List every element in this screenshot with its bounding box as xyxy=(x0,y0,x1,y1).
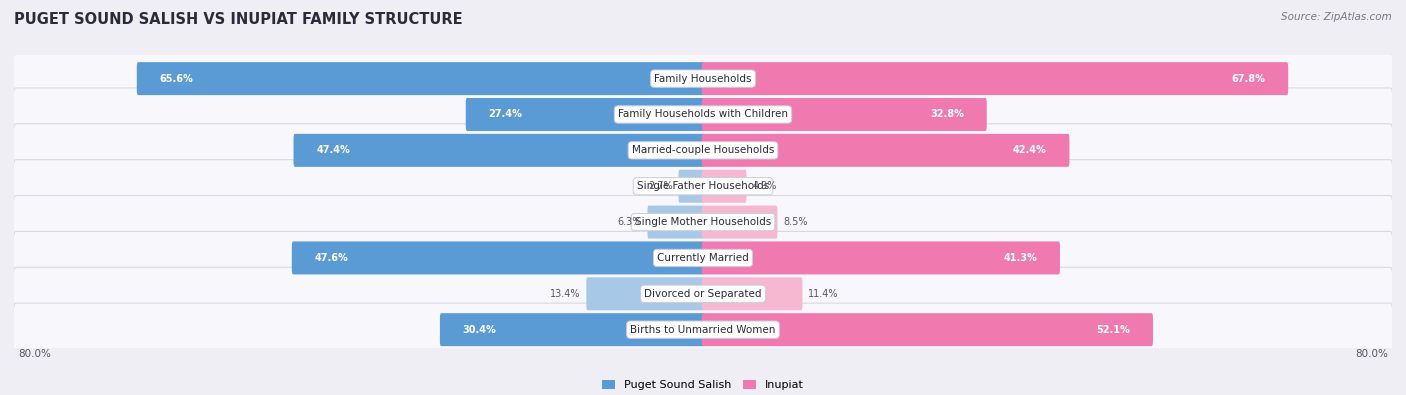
Text: 41.3%: 41.3% xyxy=(1004,253,1038,263)
Text: 2.7%: 2.7% xyxy=(648,181,673,191)
FancyBboxPatch shape xyxy=(294,134,704,167)
Text: PUGET SOUND SALISH VS INUPIAT FAMILY STRUCTURE: PUGET SOUND SALISH VS INUPIAT FAMILY STR… xyxy=(14,12,463,27)
FancyBboxPatch shape xyxy=(702,241,1060,275)
FancyBboxPatch shape xyxy=(702,313,1153,346)
Text: Single Mother Households: Single Mother Households xyxy=(636,217,770,227)
FancyBboxPatch shape xyxy=(702,98,987,131)
FancyBboxPatch shape xyxy=(702,205,778,239)
FancyBboxPatch shape xyxy=(13,303,1393,356)
FancyBboxPatch shape xyxy=(136,62,704,95)
Text: 47.6%: 47.6% xyxy=(315,253,349,263)
FancyBboxPatch shape xyxy=(702,62,1288,95)
Text: Married-couple Households: Married-couple Households xyxy=(631,145,775,155)
Text: Births to Unmarried Women: Births to Unmarried Women xyxy=(630,325,776,335)
FancyBboxPatch shape xyxy=(13,160,1393,213)
Text: 11.4%: 11.4% xyxy=(808,289,838,299)
Text: Currently Married: Currently Married xyxy=(657,253,749,263)
Text: 65.6%: 65.6% xyxy=(160,73,194,84)
Text: Single Father Households: Single Father Households xyxy=(637,181,769,191)
FancyBboxPatch shape xyxy=(647,205,704,239)
FancyBboxPatch shape xyxy=(13,267,1393,320)
Text: 80.0%: 80.0% xyxy=(1355,350,1388,359)
Text: 30.4%: 30.4% xyxy=(463,325,496,335)
FancyBboxPatch shape xyxy=(13,124,1393,177)
Text: 4.9%: 4.9% xyxy=(752,181,776,191)
Text: Family Households with Children: Family Households with Children xyxy=(619,109,787,119)
Text: 6.3%: 6.3% xyxy=(617,217,643,227)
Text: Source: ZipAtlas.com: Source: ZipAtlas.com xyxy=(1281,12,1392,22)
Text: 27.4%: 27.4% xyxy=(488,109,522,119)
Text: 52.1%: 52.1% xyxy=(1097,325,1130,335)
Text: Divorced or Separated: Divorced or Separated xyxy=(644,289,762,299)
FancyBboxPatch shape xyxy=(292,241,704,275)
FancyBboxPatch shape xyxy=(702,134,1070,167)
FancyBboxPatch shape xyxy=(586,277,704,310)
FancyBboxPatch shape xyxy=(440,313,704,346)
FancyBboxPatch shape xyxy=(465,98,704,131)
Text: Family Households: Family Households xyxy=(654,73,752,84)
FancyBboxPatch shape xyxy=(679,170,704,203)
Text: 42.4%: 42.4% xyxy=(1012,145,1046,155)
Text: 47.4%: 47.4% xyxy=(316,145,350,155)
FancyBboxPatch shape xyxy=(13,196,1393,248)
Text: 8.5%: 8.5% xyxy=(783,217,807,227)
Text: 80.0%: 80.0% xyxy=(18,350,51,359)
FancyBboxPatch shape xyxy=(702,277,803,310)
Text: 67.8%: 67.8% xyxy=(1232,73,1265,84)
FancyBboxPatch shape xyxy=(702,170,747,203)
Text: 32.8%: 32.8% xyxy=(929,109,965,119)
FancyBboxPatch shape xyxy=(13,88,1393,141)
Legend: Puget Sound Salish, Inupiat: Puget Sound Salish, Inupiat xyxy=(598,375,808,395)
Text: 13.4%: 13.4% xyxy=(550,289,581,299)
FancyBboxPatch shape xyxy=(13,231,1393,284)
FancyBboxPatch shape xyxy=(13,52,1393,105)
